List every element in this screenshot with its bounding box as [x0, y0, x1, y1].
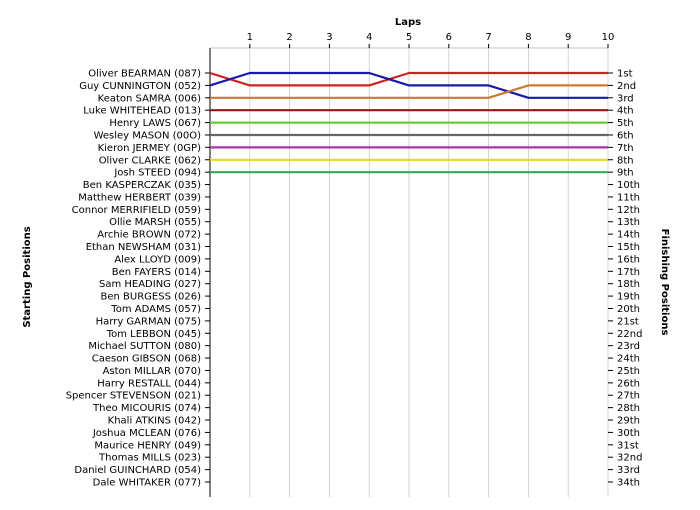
finish-position-label: 32nd	[617, 453, 642, 464]
lap-tick-label: 4	[366, 32, 372, 43]
start-position-label: Alex LLOYD (009)	[114, 254, 201, 265]
finish-position-label: 13th	[617, 217, 640, 228]
finish-position-label: 31st	[617, 440, 639, 451]
start-position-label: Ben FAYERS (014)	[112, 267, 201, 278]
start-position-label: Guy CUNNINGTON (052)	[79, 81, 201, 92]
finish-position-label: 2nd	[617, 81, 636, 92]
finish-position-label: 17th	[617, 267, 640, 278]
start-position-label: Wesley MASON (00O)	[94, 130, 202, 141]
axis-labels: 1 2 3 4 5 6 7 8 9 10 Oliver BEARMAN (087)Guy CUNNI…	[66, 32, 643, 489]
start-position-label: Oliver CLARKE (062)	[99, 155, 201, 166]
y-axis-title-right: Finishing Positions	[659, 229, 670, 336]
start-position-label: Tom ADAMS (057)	[110, 304, 201, 315]
grid-lines	[205, 44, 613, 497]
driver-series-line	[210, 84, 608, 99]
start-position-label: Theo MICOURIS (074)	[92, 403, 201, 414]
finish-position-label: 8th	[617, 155, 634, 166]
driver-series-line	[209, 71, 608, 87]
finish-position-label: 14th	[617, 230, 640, 241]
finish-position-label: 6th	[617, 130, 634, 141]
lap-tick-label: 1	[247, 32, 253, 43]
start-position-label: Sam HEADING (027)	[99, 279, 201, 290]
lap-tick-label: 10	[602, 32, 615, 43]
lap-tick-label: 3	[326, 32, 332, 43]
finish-position-label: 23rd	[617, 341, 640, 352]
finish-position-label: 18th	[617, 279, 640, 290]
start-position-label: Khali ATKINS (042)	[108, 416, 201, 427]
series-lines	[209, 71, 608, 174]
start-position-label: Harry GARMAN (075)	[96, 316, 201, 327]
start-position-label: Kieron JERMEY (0GP)	[98, 143, 202, 154]
start-position-label: Connor MERRIFIELD (059)	[72, 205, 201, 216]
start-position-label: Archie BROWN (072)	[97, 230, 201, 241]
start-position-label: Daniel GUINCHARD (054)	[74, 465, 201, 476]
finish-position-label: 22nd	[617, 329, 642, 340]
lap-tick-label: 2	[286, 32, 292, 43]
finish-position-label: 5th	[617, 118, 634, 129]
finish-position-label: 15th	[617, 242, 640, 253]
finish-position-label: 25th	[617, 366, 640, 377]
start-position-label: Keaton SAMRA (006)	[98, 93, 201, 104]
finish-position-label: 10th	[617, 180, 640, 191]
finish-position-label: 7th	[617, 143, 634, 154]
finish-position-label: 4th	[617, 106, 634, 117]
start-position-label: Tom LEBBON (045)	[106, 329, 201, 340]
start-position-label: Josh STEED (094)	[113, 168, 201, 179]
start-position-label: Thomas MILLS (023)	[98, 453, 201, 464]
finish-position-label: 9th	[617, 168, 634, 179]
start-position-label: Joshua MCLEAN (076)	[92, 428, 201, 439]
start-position-label: Luke WHITEHEAD (013)	[83, 106, 201, 117]
lap-tick-label: 7	[485, 32, 491, 43]
start-position-label: Ollie MARSH (055)	[109, 217, 201, 228]
start-position-label: Harry RESTALL (044)	[97, 378, 201, 389]
start-position-label: Oliver BEARMAN (087)	[88, 69, 201, 80]
y-axis-title-left: Starting Positions	[22, 226, 33, 327]
finish-position-label: 12th	[617, 205, 640, 216]
finish-position-label: 29th	[617, 416, 640, 427]
finish-position-label: 27th	[617, 391, 640, 402]
lap-tick-label: 6	[446, 32, 452, 43]
driver-series-line	[209, 71, 608, 99]
start-position-label: Spencer STEVENSON (021)	[66, 391, 201, 402]
start-position-label: Caeson GIBSON (068)	[92, 354, 201, 365]
finish-position-label: 34th	[617, 478, 640, 489]
finish-position-label: 21st	[617, 316, 639, 327]
finish-position-label: 24th	[617, 354, 640, 365]
lap-tick-label: 9	[565, 32, 571, 43]
start-position-label: Ben KASPERCZAK (035)	[83, 180, 201, 191]
finish-position-label: 16th	[617, 254, 640, 265]
start-position-label: Ben BURGESS (026)	[101, 292, 202, 303]
finish-position-label: 1st	[617, 69, 633, 80]
start-position-label: Henry LAWS (067)	[109, 118, 201, 129]
start-position-label: Ethan NEWSHAM (031)	[86, 242, 201, 253]
start-position-label: Matthew HERBERT (039)	[78, 192, 201, 203]
finish-position-label: 11th	[617, 192, 640, 203]
start-position-label: Aston MILLAR (070)	[103, 366, 202, 377]
finish-position-label: 28th	[617, 403, 640, 414]
finish-position-label: 30th	[617, 428, 640, 439]
finish-position-label: 19th	[617, 292, 640, 303]
start-position-label: Maurice HENRY (049)	[94, 440, 201, 451]
finish-position-label: 3rd	[617, 93, 634, 104]
finish-position-label: 20th	[617, 304, 640, 315]
x-axis-title: Laps	[395, 17, 421, 28]
lap-tick-label: 8	[525, 32, 531, 43]
lap-tick-label: 5	[406, 32, 412, 43]
finish-position-label: 33rd	[617, 465, 640, 476]
finish-position-label: 26th	[617, 378, 640, 389]
start-position-label: Dale WHITAKER (077)	[93, 478, 201, 489]
start-position-label: Michael SUTTON (080)	[88, 341, 201, 352]
